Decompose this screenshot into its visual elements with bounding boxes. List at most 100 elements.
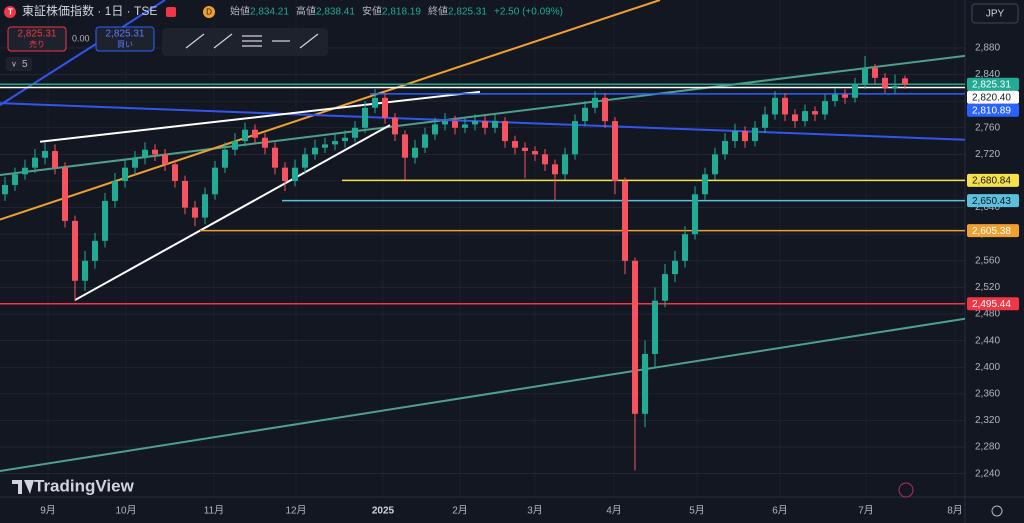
candle-body xyxy=(752,127,758,142)
candle-body xyxy=(22,167,28,175)
candle-body xyxy=(202,194,208,218)
candle-body xyxy=(122,167,128,181)
candle-body xyxy=(882,77,888,88)
candle-body xyxy=(192,207,198,218)
tool-extended[interactable] xyxy=(299,33,319,49)
tool-ray[interactable] xyxy=(213,33,233,49)
axes: 2,240 2,280 2,320 2,360 2,400 2,440 2,480 2,520… xyxy=(40,43,1019,517)
close-value: 2,825.31 xyxy=(448,7,487,18)
tool-fib[interactable] xyxy=(242,35,262,47)
candle-body xyxy=(172,164,178,181)
buy-label: 買い xyxy=(117,40,133,49)
candle-body xyxy=(662,274,668,301)
open-label: 始値 xyxy=(230,5,250,18)
candle-body xyxy=(652,300,658,354)
y-tick-label: 2,360 xyxy=(975,389,1000,400)
chevron: ∨ xyxy=(11,60,17,69)
candle-body xyxy=(252,129,258,138)
candle-body xyxy=(332,141,338,145)
y-tick-label: 2,240 xyxy=(975,468,1000,479)
candle-body xyxy=(722,141,728,155)
candle-body xyxy=(352,127,358,138)
high-value: 2,838.41 xyxy=(316,7,355,18)
candle-body xyxy=(702,174,708,195)
candle-body xyxy=(572,121,578,155)
price-level-badge xyxy=(967,194,1019,208)
price-level-label: 2,825.31 xyxy=(972,79,1011,90)
sell-label: 売り xyxy=(29,39,45,49)
candle-body xyxy=(462,124,468,128)
candle-body xyxy=(872,67,878,78)
candle-body xyxy=(272,147,278,168)
x-tick-label: 8月 xyxy=(947,505,963,517)
candles xyxy=(2,55,908,471)
x-tick-label: 12月 xyxy=(285,505,306,517)
price-level-badge xyxy=(967,173,1019,187)
price-level-label: 2,680.84 xyxy=(972,176,1011,187)
x-tick-label: 5月 xyxy=(689,505,705,517)
candle-body xyxy=(902,78,908,85)
candle-body xyxy=(582,107,588,122)
candle-body xyxy=(312,147,318,155)
sell-button[interactable] xyxy=(7,26,67,52)
candle-body xyxy=(32,157,38,168)
candle-body xyxy=(102,200,108,241)
candle-body xyxy=(432,124,438,135)
candle-body xyxy=(622,180,628,261)
currency: JPY xyxy=(986,9,1005,20)
spread: 0.00 xyxy=(72,33,90,43)
flag[interactable] xyxy=(166,7,176,17)
price-level-label: 2,605.38 xyxy=(972,226,1011,237)
price-level-badge xyxy=(967,90,1019,104)
toolbar-icons xyxy=(185,33,319,49)
tool-trendline[interactable] xyxy=(185,33,205,49)
candle-body xyxy=(302,154,308,168)
sell-price: 2,825.31 xyxy=(18,29,57,40)
price-level-label: 2,820.40 xyxy=(972,92,1011,103)
candle-body xyxy=(212,167,218,195)
alert-icon[interactable] xyxy=(898,482,914,498)
currency-button[interactable] xyxy=(971,3,1019,24)
buy-button[interactable] xyxy=(95,26,155,52)
x-tick-label: 11月 xyxy=(204,505,224,517)
candle-body xyxy=(782,97,788,115)
candle-body xyxy=(852,84,858,98)
candle-body xyxy=(542,154,548,165)
header: T 東証株価指数 · 1日 · TSE D 始値 2,834.21 高値 2,8… xyxy=(4,3,1019,517)
candle-body xyxy=(142,149,148,158)
candle-body xyxy=(222,149,228,168)
y-tick-label: 2,720 xyxy=(975,149,1000,160)
trend-line xyxy=(39,90,481,143)
candle-body xyxy=(152,149,158,155)
price-level-label: 2,810.89 xyxy=(972,105,1011,116)
x-tick-label: 10月 xyxy=(115,505,136,517)
x-tick-label: 7月 xyxy=(858,505,874,517)
symbol[interactable]: 東証株価指数 · 1日 · TSE xyxy=(22,3,157,18)
x-tick-label: 6月 xyxy=(772,505,788,517)
brand: TradingView xyxy=(34,476,135,495)
y-tick-label: 2,400 xyxy=(975,362,1000,373)
candle-body xyxy=(62,167,68,221)
trend-line xyxy=(0,54,965,176)
y-tick-label: 2,840 xyxy=(975,69,1000,80)
y-tick-label: 2,280 xyxy=(975,442,1000,453)
low-value: 2,818.19 xyxy=(382,7,421,18)
candle-body xyxy=(482,121,488,128)
candle-body xyxy=(112,180,118,201)
settings-icon[interactable] xyxy=(991,505,1003,517)
candle-body xyxy=(892,85,898,88)
brand-logo xyxy=(12,480,34,494)
price-level-badge xyxy=(967,77,1019,91)
candle-body xyxy=(732,131,738,142)
candle-body xyxy=(452,121,458,128)
candle-body xyxy=(712,154,718,175)
candle-body xyxy=(292,167,298,181)
price-level-badge xyxy=(967,224,1019,238)
candle-body xyxy=(672,260,678,275)
indicator-toggle[interactable] xyxy=(6,57,32,71)
high-label: 高値 xyxy=(296,5,316,18)
candle-body xyxy=(592,97,598,108)
candle-body xyxy=(342,137,348,142)
candle-body xyxy=(412,147,418,158)
